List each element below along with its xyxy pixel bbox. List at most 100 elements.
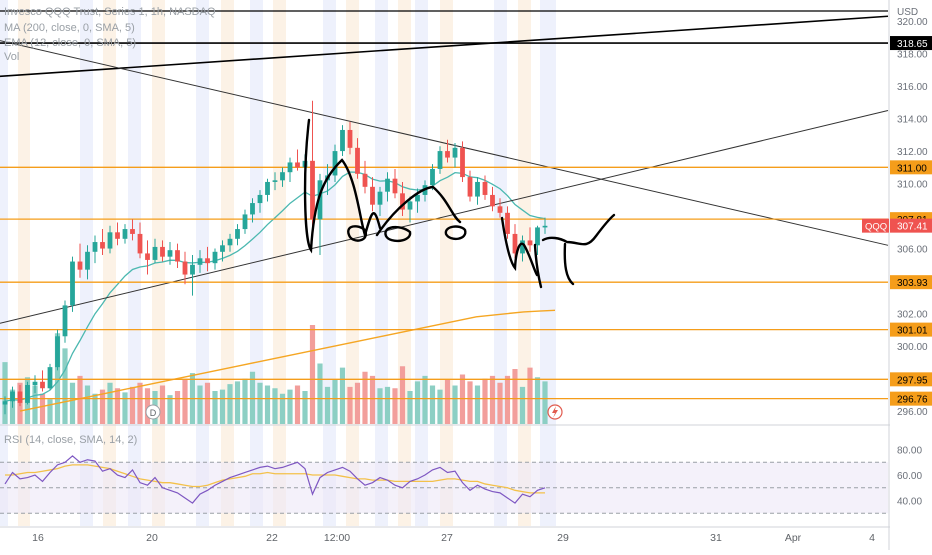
volume-bar — [444, 380, 451, 424]
price-tick-label: 300.00 — [897, 342, 928, 353]
candle-body — [407, 201, 413, 210]
candle-body — [205, 258, 210, 264]
volume-bar — [107, 382, 113, 424]
level-label[interactable]: 303.93 — [897, 278, 928, 289]
freehand-stroke[interactable] — [384, 225, 412, 243]
candle-body — [2, 401, 8, 405]
freehand-drawings[interactable] — [303, 118, 616, 289]
freehand-stroke[interactable] — [563, 242, 575, 286]
trend-lines[interactable] — [0, 15, 889, 324]
price-axis-bg — [890, 0, 932, 550]
level-label[interactable]: 318.65 — [897, 39, 928, 50]
volume-bar — [287, 389, 293, 424]
time-tick-label: 16 — [32, 532, 44, 544]
volume-legend[interactable]: Vol — [4, 51, 20, 63]
currency-label: USD — [897, 7, 918, 18]
upper-trendline[interactable] — [0, 15, 889, 78]
level-label[interactable]: 301.01 — [897, 326, 928, 337]
freehand-stroke[interactable] — [444, 225, 467, 241]
candle-body — [482, 181, 488, 195]
ma-legend[interactable]: MA (200, close, 0, SMA, 5) — [4, 22, 135, 34]
rsi-tick-label: 60.00 — [897, 471, 922, 482]
volume-bar — [99, 389, 106, 424]
candle-body — [347, 129, 353, 148]
candle-body — [535, 227, 540, 246]
candlesticks — [2, 100, 548, 415]
candle-body — [280, 172, 285, 181]
ma200-line — [19, 309, 556, 412]
candle-body — [175, 250, 180, 262]
symbol-tag-bg — [862, 218, 889, 233]
volume-bar — [167, 395, 173, 424]
freehand-stroke[interactable] — [533, 243, 543, 289]
candle-body — [272, 180, 278, 182]
candle-body — [122, 229, 128, 239]
freehand-stroke[interactable] — [375, 185, 462, 237]
level-label[interactable]: 311.00 — [897, 163, 927, 174]
dividend-marker-label: D — [150, 408, 157, 418]
candle-body — [437, 151, 443, 169]
candle-body — [107, 232, 113, 249]
volume-bar — [234, 381, 241, 424]
rsi-ma-line — [5, 464, 545, 494]
candle-body — [467, 177, 473, 197]
symbol-title[interactable]: Invesco QQQ Trust, Series 1, 1h, NASDAQ — [4, 6, 216, 18]
volume-bar — [84, 385, 91, 424]
candle-body — [25, 385, 30, 403]
candle-body — [92, 242, 98, 252]
ascending-trendline[interactable] — [0, 109, 889, 324]
candle-body — [130, 229, 135, 234]
symbol-tag[interactable]: QQQ — [865, 222, 887, 233]
session-band — [398, 0, 411, 526]
level-label-bg — [890, 391, 932, 406]
candle-body — [370, 186, 375, 205]
candle-body — [145, 253, 150, 260]
session-band — [494, 0, 507, 526]
candle-body — [167, 250, 173, 257]
candle-body — [295, 162, 300, 168]
volume-bar — [474, 385, 481, 424]
dividend-marker[interactable] — [145, 404, 161, 420]
freehand-stroke[interactable] — [347, 225, 368, 242]
candle-body — [227, 238, 233, 246]
candle-body — [242, 214, 248, 230]
current-price-label[interactable]: 307.41 — [897, 222, 928, 233]
horizontal-levels[interactable] — [0, 10, 888, 400]
rsi-legend[interactable]: RSI (14, close, SMA, 14, 2) — [4, 434, 138, 446]
freehand-stroke[interactable] — [303, 118, 382, 254]
candle-body — [85, 251, 90, 270]
time-axis[interactable]: 16 20 22 12:00 27 29 31 Apr 4 — [32, 532, 875, 544]
volume-bar — [204, 382, 211, 424]
volume-bar — [482, 378, 488, 424]
ema-legend[interactable]: EMA (12, close, 0, SMA, 5) — [4, 37, 137, 49]
time-tick-label: 27 — [441, 532, 453, 544]
freehand-stroke[interactable] — [541, 213, 616, 246]
descending-trendline[interactable] — [0, 40, 889, 246]
session-band — [323, 0, 336, 526]
candle-body — [55, 336, 60, 368]
time-tick-label: 4 — [869, 532, 875, 544]
volume-bar — [362, 371, 368, 424]
session-band — [440, 0, 453, 526]
volume-bar — [392, 388, 398, 424]
volume-bar — [512, 369, 518, 424]
price-tick-label: 316.00 — [897, 82, 928, 93]
rsi-tick-label: 80.00 — [897, 446, 922, 457]
session-band — [103, 0, 116, 526]
level-label[interactable]: 296.76 — [897, 395, 928, 406]
rsi-line — [4, 455, 546, 504]
event-markers[interactable]: D — [145, 404, 563, 420]
candle-body — [235, 229, 240, 239]
volume-bar — [497, 382, 503, 424]
volume-bar — [519, 386, 526, 424]
candle-body — [212, 251, 218, 264]
session-bands — [0, 0, 556, 526]
price-tick-label: 320.00 — [897, 17, 928, 28]
freehand-stroke[interactable] — [500, 216, 539, 277]
level-label[interactable]: 297.95 — [897, 375, 928, 386]
candle-body — [310, 160, 315, 220]
